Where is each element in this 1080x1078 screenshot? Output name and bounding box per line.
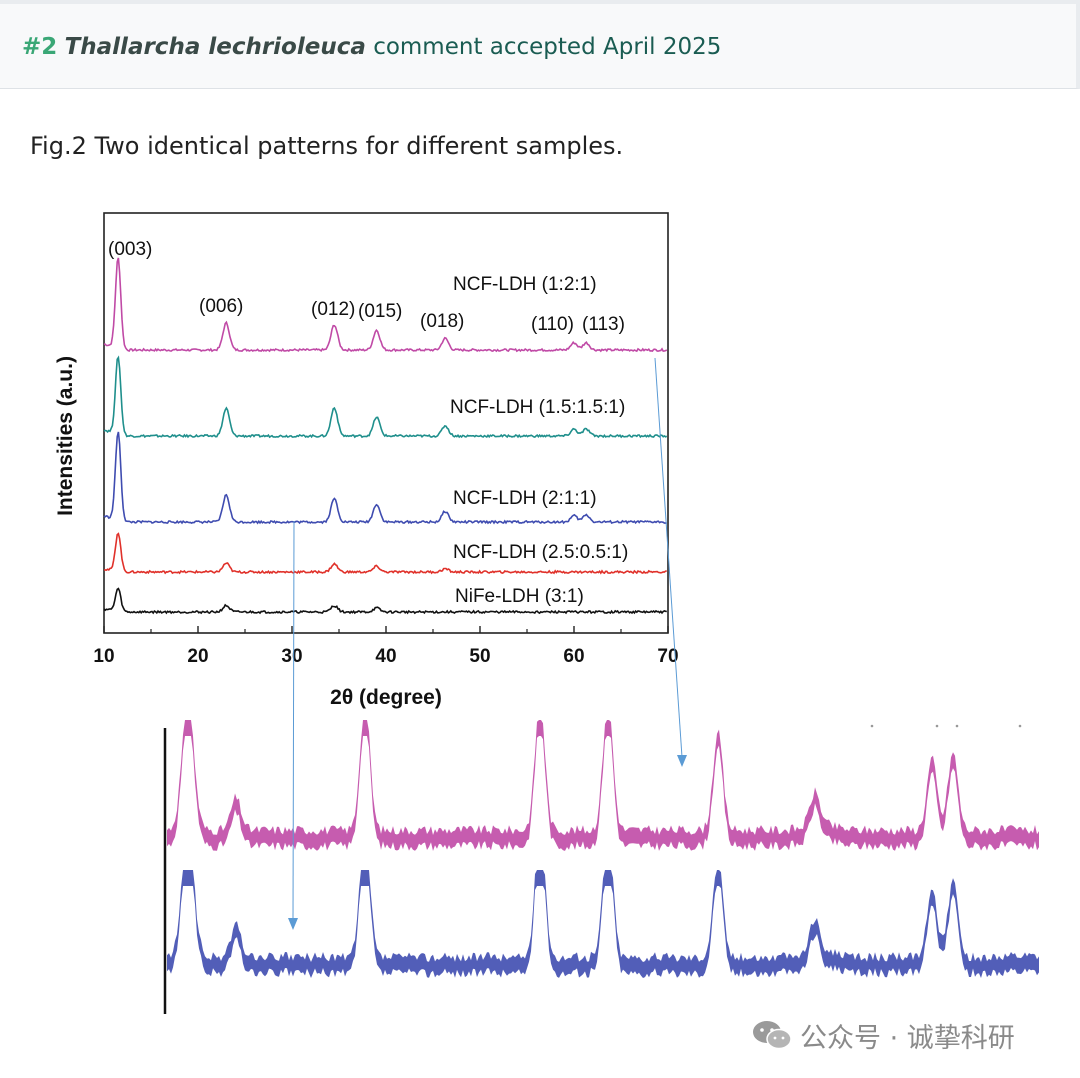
top-strip <box>0 0 1080 4</box>
zoom-series-band <box>167 720 1039 851</box>
comment-header: #2 Thallarcha lechrioleuca comment accep… <box>0 4 1080 89</box>
zoom-series-band <box>167 870 1039 978</box>
arrow-head <box>288 918 298 930</box>
series-line <box>103 431 668 525</box>
watermark-label: 公众号 · 诚挚科研 <box>800 1023 1015 1054</box>
figure-caption: Fig.2 Two identical patterns for differe… <box>30 132 624 160</box>
plot-frame <box>103 212 669 634</box>
zoom-marker-dot <box>935 724 939 728</box>
x-tick-label: 70 <box>657 646 678 667</box>
legend-label: NCF-LDH (1:2:1) <box>453 274 597 295</box>
xrd-main-chart: NCF-LDH (1:2:1) NCF-LDH (1.5:1.5:1) NCF-LD… <box>54 212 679 709</box>
arrow-line <box>292 520 295 921</box>
peak-label: (003) <box>108 239 152 260</box>
x-axis-label: 2θ (degree) <box>330 686 442 709</box>
comparison-arrows <box>288 357 687 930</box>
zoom-marker-dot <box>870 724 874 728</box>
watermark-text: 公众号 · 诚挚科研 <box>800 1016 1015 1055</box>
legend-label: NiFe-LDH (3:1) <box>455 586 584 607</box>
series-line <box>103 587 667 615</box>
x-tick-label: 10 <box>93 646 114 667</box>
peak-label: (113) <box>582 314 625 335</box>
series-line <box>103 355 668 439</box>
series-line <box>103 257 668 353</box>
x-tick-label: 40 <box>375 646 396 667</box>
arrow-head <box>677 755 687 767</box>
comment-author[interactable]: Thallarcha lechrioleuca <box>64 34 366 60</box>
peak-label: (018) <box>420 311 464 332</box>
comment-title: #2 Thallarcha lechrioleuca comment accep… <box>22 34 721 60</box>
zoom-marker-dot <box>955 724 959 728</box>
legend-label: NCF-LDH (1.5:1.5:1) <box>450 397 625 418</box>
peak-label: (110) <box>531 314 574 335</box>
comment-number: #2 <box>22 34 58 60</box>
y-axis-label: Intensities (a.u.) <box>54 356 77 516</box>
series-line <box>103 532 667 575</box>
peak-label: (012) <box>311 299 355 320</box>
xrd-zoom-chart <box>162 720 1042 1015</box>
peak-label: (015) <box>358 301 402 322</box>
x-tick-label: 50 <box>469 646 490 667</box>
legend-label: NCF-LDH (2:1:1) <box>453 488 597 509</box>
wechat-icon <box>753 1021 792 1050</box>
arrow-line <box>654 357 683 758</box>
x-tick-label: 60 <box>563 646 584 667</box>
zoom-marker-dot <box>1018 724 1022 728</box>
x-tick-label: 20 <box>187 646 208 667</box>
x-tick-label: 30 <box>281 646 302 667</box>
legend-label: NCF-LDH (2.5:0.5:1) <box>453 542 628 563</box>
peak-label: (006) <box>199 296 243 317</box>
comment-status: comment accepted April 2025 <box>373 34 722 60</box>
